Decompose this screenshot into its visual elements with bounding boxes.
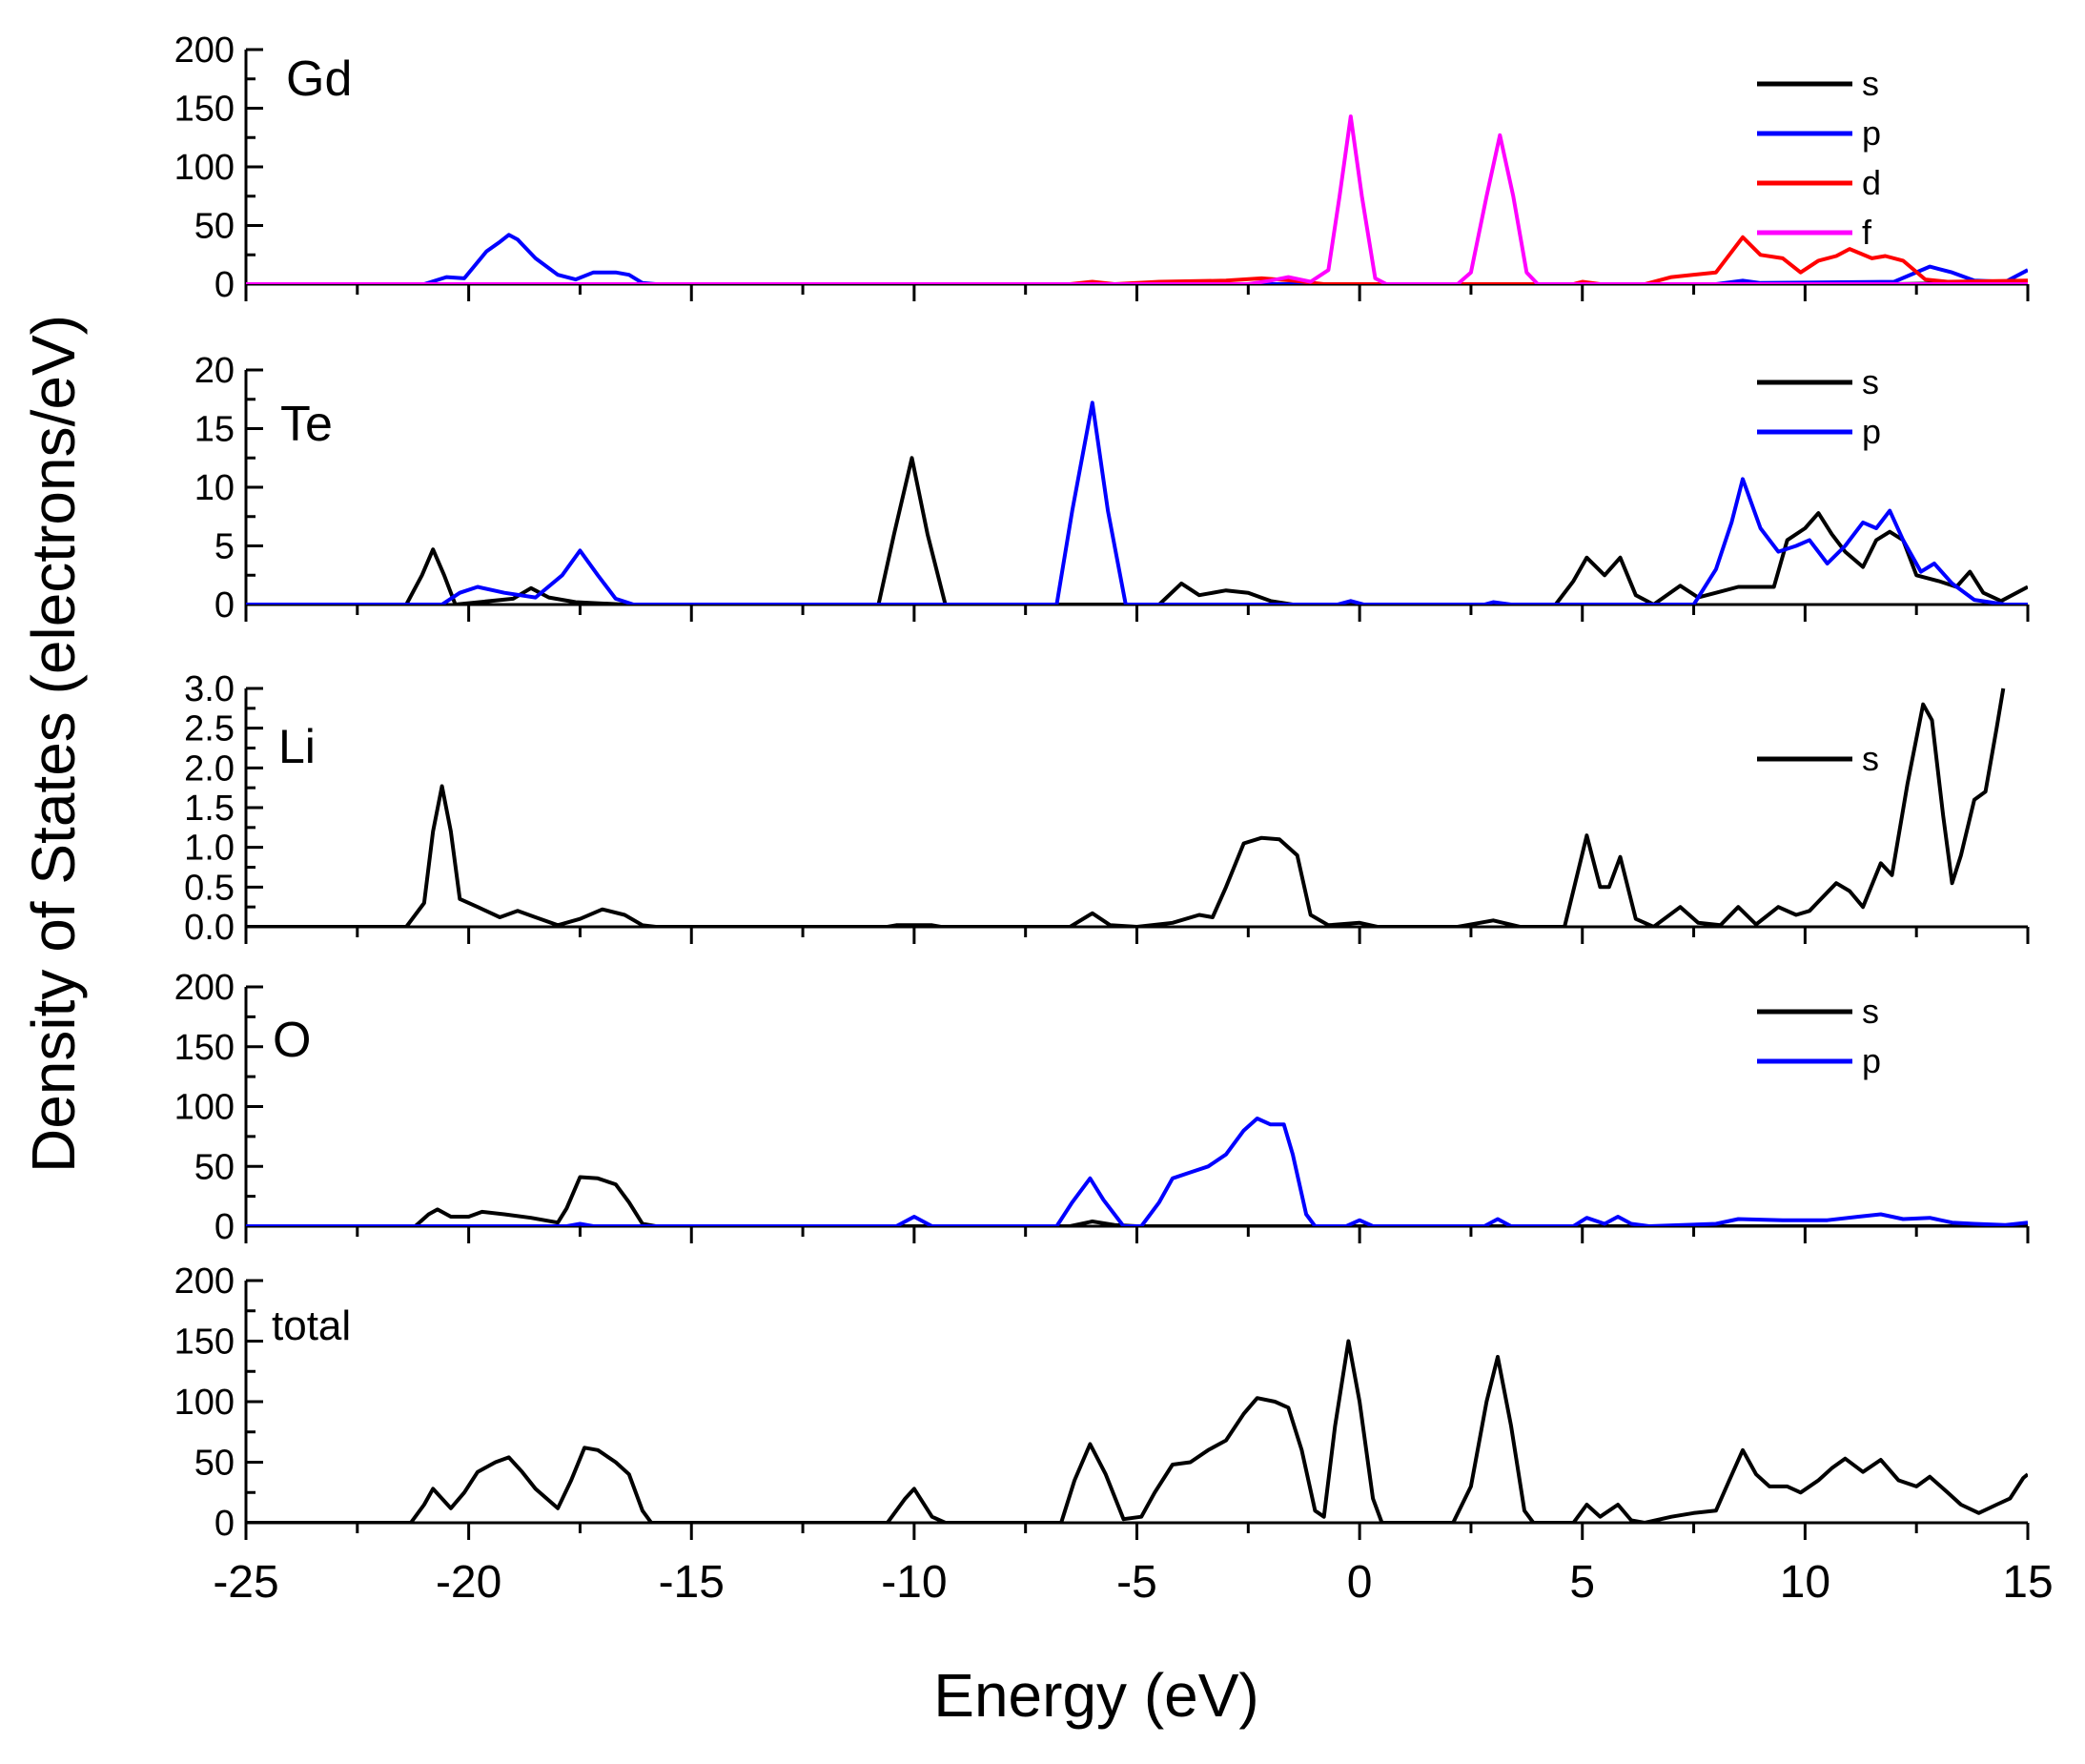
panel-title: Gd xyxy=(286,51,352,107)
legend-label-d: d xyxy=(1862,163,1881,202)
legend-label-p: p xyxy=(1862,1041,1881,1080)
y-tick-label: 3.0 xyxy=(184,669,235,709)
y-tick-label: 20 xyxy=(194,351,235,391)
x-tick-label: -20 xyxy=(436,1557,501,1608)
legend-label-s: s xyxy=(1862,739,1879,778)
x-axis-title: Energy (eV) xyxy=(933,1661,1258,1730)
y-tick-label: 100 xyxy=(174,1383,235,1423)
x-tick-label: 0 xyxy=(1347,1557,1373,1608)
series-line-p xyxy=(246,1117,2028,1226)
legend-label-s: s xyxy=(1862,64,1879,103)
series-line-total xyxy=(246,1339,2028,1523)
y-tick-label: 50 xyxy=(194,1147,235,1187)
panel-o: 0 50 100 150 200 Osp xyxy=(174,968,2030,1247)
y-tick-label: 2.0 xyxy=(184,749,235,789)
y-tick-label: 200 xyxy=(174,31,235,71)
legend: sp xyxy=(1757,992,1881,1080)
series-line-f xyxy=(246,114,2028,284)
series-line-s xyxy=(246,1175,2028,1226)
y-tick-label: 150 xyxy=(174,1323,235,1363)
y-tick-label: 0 xyxy=(215,1207,235,1247)
panel-li: 0.00.51.01.52.02.53.0 Li s xyxy=(184,669,2030,948)
y-tick-label: 150 xyxy=(174,90,235,130)
x-tick-label: 5 xyxy=(1569,1557,1595,1608)
series-line-s xyxy=(246,687,2006,927)
y-tick-label: 150 xyxy=(174,1028,235,1068)
y-tick-label: 100 xyxy=(174,1088,235,1128)
y-tick-label: 1.5 xyxy=(184,789,235,829)
legend-label-p: p xyxy=(1862,113,1881,153)
panel-total: 0 50 100 150 200 -25 -20 -15 -10 -5 0 5 10 15 total xyxy=(174,1261,2054,1608)
panel-title: Te xyxy=(280,397,333,452)
series-line-p xyxy=(246,400,2028,605)
panel-te: 0 5 10 15 20 Te sp xyxy=(194,351,2030,626)
y-tick-label: 10 xyxy=(194,468,235,508)
y-tick-label: 0 xyxy=(215,265,235,305)
y-tick-label: 0.0 xyxy=(184,908,235,948)
x-tick-label: -15 xyxy=(659,1557,725,1608)
legend-label-s: s xyxy=(1862,992,1879,1031)
legend-label-p: p xyxy=(1862,412,1881,451)
panel-title: Li xyxy=(278,720,316,773)
panel-title: total xyxy=(272,1302,351,1349)
y-tick-label: 200 xyxy=(174,1261,235,1302)
x-tick-label: -10 xyxy=(881,1557,947,1608)
y-tick-label: 2.5 xyxy=(184,709,235,749)
y-tick-label: 15 xyxy=(194,410,235,450)
series-line-s xyxy=(246,456,2028,605)
y-tick-label: 200 xyxy=(174,968,235,1008)
legend-label-s: s xyxy=(1862,362,1879,401)
series-line-d xyxy=(246,235,2028,284)
y-tick-label: 100 xyxy=(174,148,235,188)
y-tick-label: 5 xyxy=(215,527,235,567)
legend: sp xyxy=(1757,362,1881,451)
y-tick-label: 0 xyxy=(215,585,235,626)
x-tick-label: 15 xyxy=(2002,1557,2053,1608)
panel-title: O xyxy=(273,1013,311,1068)
y-tick-label: 0 xyxy=(215,1504,235,1544)
y-tick-label: 0.5 xyxy=(184,868,235,908)
legend-label-f: f xyxy=(1862,213,1872,252)
y-tick-label: 50 xyxy=(194,207,235,247)
series-line-p xyxy=(246,233,2028,284)
y-tick-label: 1.0 xyxy=(184,829,235,869)
x-tick-label: 10 xyxy=(1780,1557,1830,1608)
x-tick-label: -5 xyxy=(1116,1557,1157,1608)
y-axis-title: Density of States (electrons/eV) xyxy=(19,315,88,1173)
y-tick-label: 50 xyxy=(194,1444,235,1484)
x-tick-label: -25 xyxy=(213,1557,278,1608)
legend: s xyxy=(1757,739,1879,778)
